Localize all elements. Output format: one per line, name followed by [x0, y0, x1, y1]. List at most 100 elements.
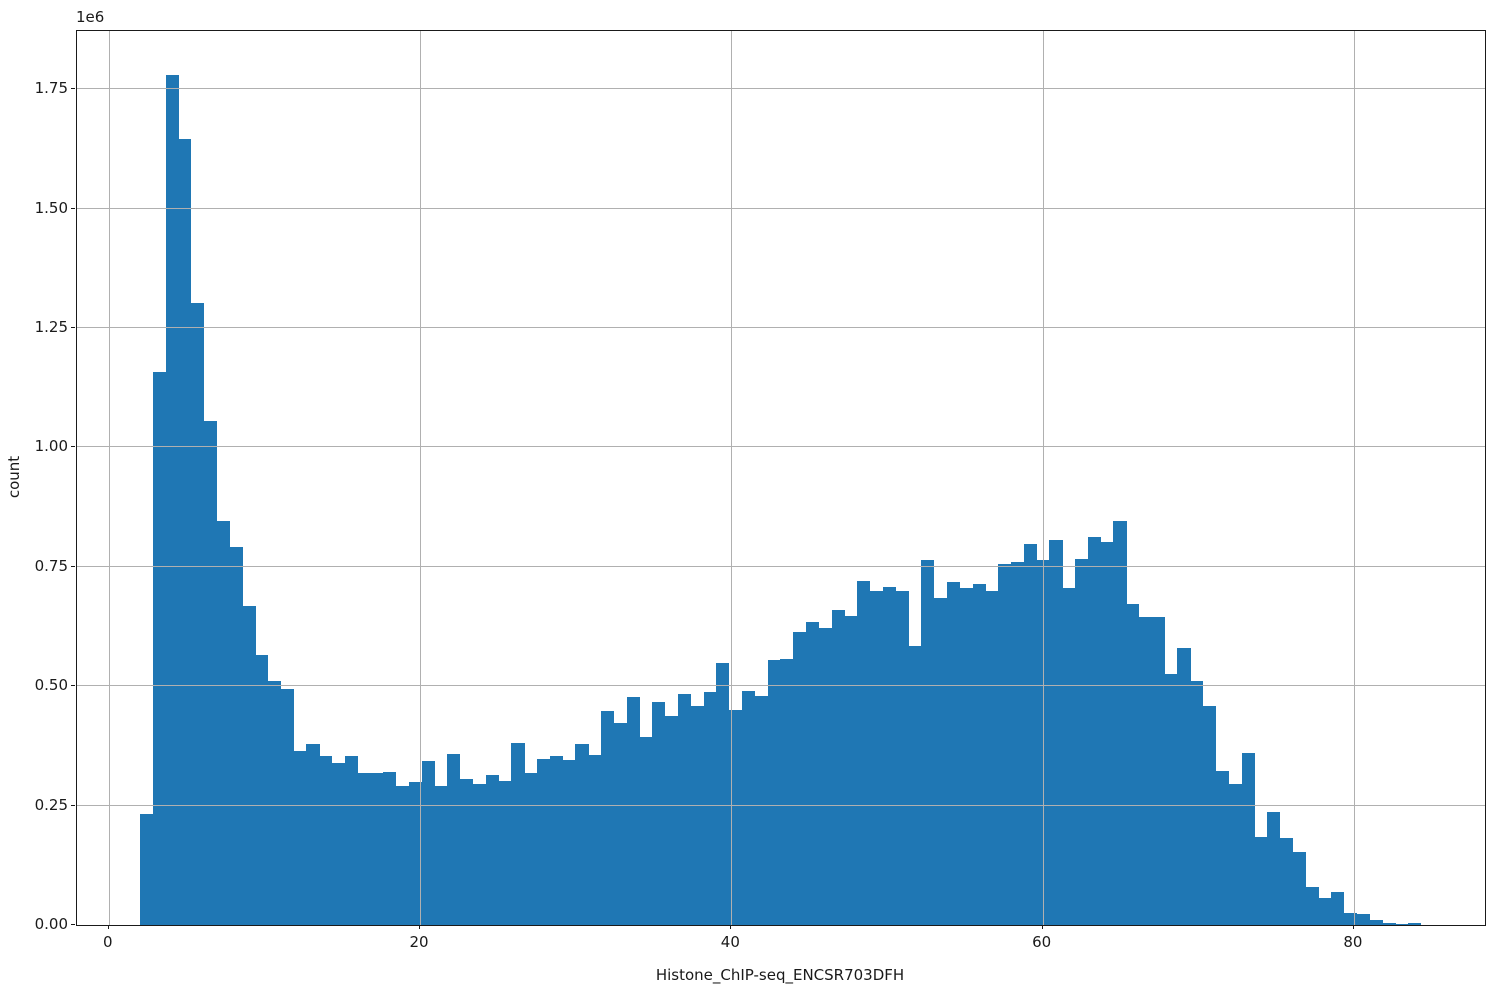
- x-gridline: [1042, 31, 1044, 925]
- histogram-bar: [588, 755, 602, 925]
- histogram-bar: [267, 680, 282, 925]
- histogram-bar: [716, 663, 730, 925]
- histogram-bar: [601, 710, 615, 925]
- y-axis-label: count: [5, 455, 23, 499]
- histogram-bar: [1228, 784, 1242, 925]
- histogram-bar: [1344, 912, 1358, 925]
- histogram-bar: [1100, 542, 1114, 925]
- histogram-bar: [165, 75, 179, 925]
- histogram-bar: [677, 694, 692, 925]
- histogram-bar: [639, 737, 653, 925]
- histogram-bar: [882, 587, 897, 925]
- histogram-bar: [549, 756, 563, 925]
- y-tick-mark: [71, 446, 75, 448]
- histogram-bar: [1241, 752, 1255, 925]
- histogram-bar: [1267, 812, 1281, 925]
- y-tick-label: 0.25: [34, 795, 68, 814]
- histogram-bar: [357, 772, 371, 925]
- x-axis-label: Histone_ChIP-seq_ENCSR703DFH: [655, 966, 905, 984]
- histogram-bar: [485, 775, 499, 925]
- histogram-bar: [447, 754, 461, 925]
- histogram-bar: [754, 695, 768, 925]
- histogram-bar: [703, 692, 717, 925]
- y-tick-label: 1.50: [34, 198, 68, 217]
- histogram-bar: [178, 139, 192, 925]
- x-tick-mark: [1352, 925, 1354, 929]
- x-gridline: [420, 31, 422, 925]
- histogram-bar: [946, 582, 961, 925]
- x-gridline: [731, 31, 733, 925]
- histogram-bar: [1203, 705, 1217, 925]
- histogram-bar: [613, 723, 627, 925]
- histogram-bar: [908, 645, 922, 925]
- histogram-bar: [1010, 561, 1025, 925]
- y-tick-label: 1.25: [34, 318, 68, 337]
- histogram-bar: [536, 759, 551, 925]
- y-gridline: [77, 446, 1485, 448]
- histogram-bar: [280, 689, 294, 925]
- histogram-bar: [806, 621, 820, 925]
- x-tick-label: 0: [102, 933, 113, 951]
- histogram-bar: [793, 632, 807, 925]
- x-gridline: [1353, 31, 1355, 925]
- x-tick-label: 40: [720, 933, 740, 951]
- histogram-bar: [1049, 539, 1063, 925]
- histogram-bar: [665, 716, 679, 925]
- histogram-bar: [1382, 922, 1396, 925]
- histogram-bar: [421, 760, 435, 925]
- histogram-bar: [895, 590, 909, 925]
- histogram-bar: [985, 590, 999, 925]
- axis-offset-text: 1e6: [76, 8, 105, 26]
- y-gridline: [77, 327, 1485, 329]
- histogram-bar: [921, 559, 935, 925]
- histogram-bar: [255, 654, 269, 925]
- histogram-bar: [562, 759, 576, 925]
- histogram-bar: [972, 584, 986, 925]
- y-tick-mark: [71, 327, 75, 329]
- y-tick-label: 1.00: [34, 437, 68, 456]
- histogram-bar: [1369, 920, 1383, 925]
- y-gridline: [77, 685, 1485, 687]
- histogram-bar: [319, 756, 333, 925]
- histogram-bar: [1075, 558, 1089, 925]
- histogram-bar: [408, 781, 423, 925]
- x-tick-mark: [730, 925, 732, 929]
- x-tick-mark: [419, 925, 421, 929]
- histogram-bar: [1254, 836, 1268, 925]
- histogram-bar: [293, 750, 307, 925]
- histogram-bar: [780, 658, 794, 925]
- histogram-bar: [332, 762, 346, 925]
- y-tick-label: 1.75: [34, 79, 68, 98]
- y-tick-mark: [71, 685, 75, 687]
- y-tick-mark: [71, 565, 75, 567]
- x-tick-mark: [1041, 925, 1043, 929]
- histogram-bar: [1279, 838, 1294, 925]
- histogram-bar: [1023, 544, 1037, 925]
- histogram-bar: [1177, 648, 1191, 925]
- histogram-bar: [998, 564, 1012, 925]
- histogram-bar: [1318, 898, 1332, 925]
- histogram-bar: [959, 588, 973, 925]
- y-gridline: [77, 88, 1485, 90]
- histogram-bar: [1151, 616, 1166, 925]
- y-gridline: [77, 565, 1485, 567]
- y-gridline: [77, 804, 1485, 806]
- histogram-bar: [1164, 674, 1178, 925]
- histogram-bar: [242, 606, 256, 925]
- histogram-bar: [870, 590, 884, 925]
- y-tick-label: 0.75: [34, 556, 68, 575]
- histogram-bar: [1087, 537, 1101, 925]
- histogram-bar: [934, 598, 948, 925]
- histogram-bar: [1190, 680, 1204, 925]
- histogram-bar: [1139, 616, 1153, 925]
- y-tick-label: 0.00: [34, 915, 68, 933]
- histogram-bar: [152, 371, 166, 925]
- histogram-bar: [767, 659, 781, 925]
- histogram-bar: [1331, 892, 1345, 925]
- histogram-bar: [306, 744, 320, 925]
- histogram-bar: [216, 520, 230, 925]
- histogram-bar: [1062, 588, 1076, 925]
- histogram-bar: [1356, 914, 1370, 925]
- x-tick-label: 60: [1032, 933, 1052, 951]
